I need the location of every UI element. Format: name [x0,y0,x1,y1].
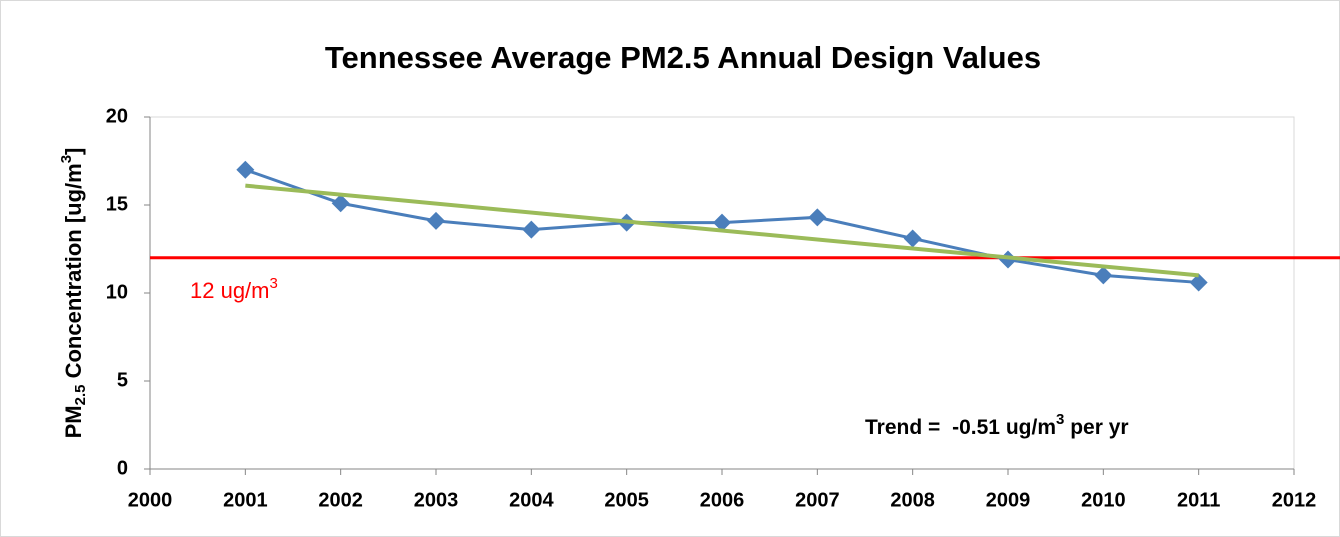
marker [1094,266,1113,285]
x-tick-label: 2010 [1081,489,1126,511]
y-label-sub: 2.5 [72,385,89,406]
annotation-sup: 3 [1056,411,1064,428]
x-tick-label: 2007 [795,489,840,511]
y-tick-label: 20 [106,105,128,127]
x-tick-label: 2009 [986,489,1031,511]
y-tick-label: 15 [106,193,128,215]
marker [808,208,827,227]
x-tick-label: 2004 [509,489,554,511]
marker [331,194,350,213]
trend-line [245,183,1199,278]
marker [522,220,541,239]
annotation-part: ug/m [1006,416,1056,439]
reference-label-part: 12 ug/m [190,278,270,303]
trend-annotation: Trend = -0.51 ug/m3 per yr [865,408,1129,439]
x-tick-label: 2001 [223,489,268,511]
x-tick-label: 2000 [128,489,173,511]
y-label-part: ] [61,148,86,155]
marker [903,229,922,248]
annotation-part: per yr [1070,416,1128,439]
x-tick-label: 2008 [890,489,935,511]
marker [713,213,731,232]
x-tick-label: 2005 [604,489,649,511]
y-tick-label: 0 [117,457,128,479]
y-label-part: PM [61,405,86,438]
annotation-part: Trend = [865,416,940,439]
x-tick-label: 2002 [318,489,363,511]
reference-label-sup: 3 [270,275,278,292]
x-tick-label: 2012 [1272,489,1317,511]
x-tick-label: 2003 [414,489,459,511]
y-tick-label: 10 [106,281,128,303]
x-tick-label: 2011 [1177,489,1220,511]
marker [236,160,255,179]
y-label-part: Concentration [ug/m [61,163,86,384]
x-tick-label: 2006 [700,489,745,511]
reference-label: 12 ug/m3 [190,275,278,303]
y-label-sup: 3 [58,155,75,163]
marker [427,211,445,230]
marker [1189,273,1208,292]
chart-title: Tennessee Average PM2.5 Annual Design Va… [325,40,1041,75]
y-axis-label: PM2.5 Concentration [ug/m3] [58,148,89,439]
y-tick-label: 5 [117,369,128,391]
annotation-value: -0.51 [952,416,1000,439]
